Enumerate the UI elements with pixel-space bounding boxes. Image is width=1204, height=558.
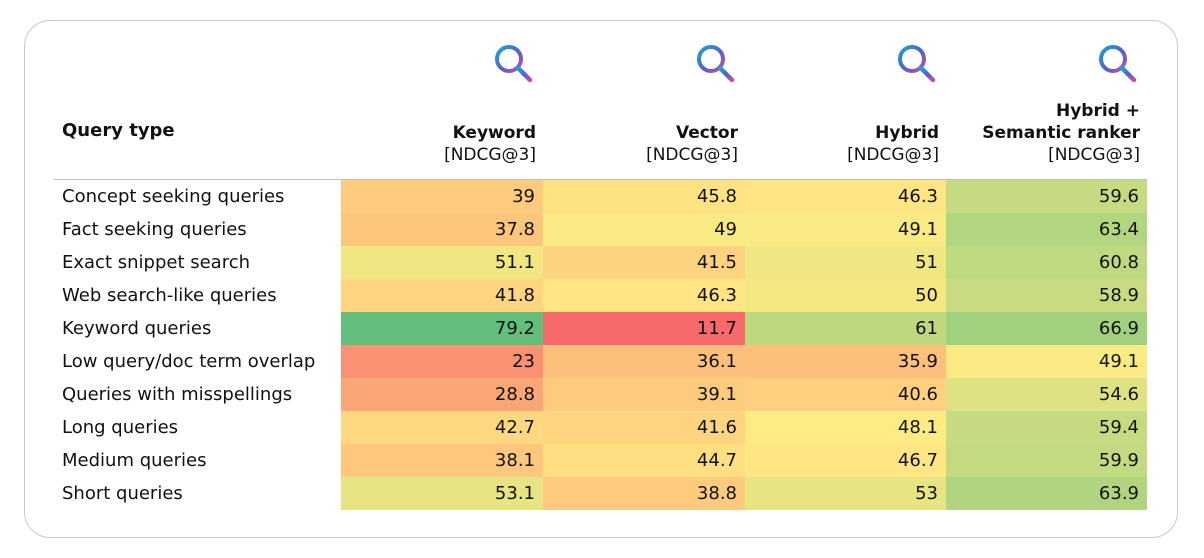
heatmap-cell: 58.9	[946, 279, 1147, 312]
column-header: Hybrid + Semantic ranker [NDCG@3]	[982, 100, 1140, 166]
row-label: Keyword queries	[62, 318, 212, 339]
heatmap-cell: 38.8	[543, 477, 745, 510]
row-label: Long queries	[62, 417, 179, 438]
heatmap-cell: 59.9	[946, 444, 1147, 477]
row-label: Fact seeking queries	[62, 219, 247, 240]
header-divider	[54, 179, 1147, 180]
row-label: Medium queries	[62, 450, 207, 471]
heatmap-cell: 51	[745, 246, 946, 279]
heatmap-cell: 41.5	[543, 246, 745, 279]
heatmap-cell: 46.3	[543, 279, 745, 312]
heatmap-cell: 48.1	[745, 411, 946, 444]
row-label: Concept seeking queries	[62, 186, 285, 207]
heatmap-cell: 54.6	[946, 378, 1147, 411]
heatmap-cell: 46.7	[745, 444, 946, 477]
heatmap-cell: 37.8	[341, 213, 543, 246]
column-header-line: [NDCG@3]	[847, 145, 939, 165]
row-label: Low query/doc term overlap	[62, 351, 316, 372]
search-icon	[1099, 45, 1137, 83]
heatmap-cell: 46.3	[745, 180, 946, 213]
column-header-line: [NDCG@3]	[444, 145, 536, 165]
heatmap-cell: 44.7	[543, 444, 745, 477]
heatmap-cell: 59.4	[946, 411, 1147, 444]
heatmap-cell: 39	[341, 180, 543, 213]
heatmap-cell: 35.9	[745, 345, 946, 378]
heatmap-cell: 60.8	[946, 246, 1147, 279]
row-label: Short queries	[62, 483, 183, 504]
column-header: Hybrid [NDCG@3]	[847, 122, 939, 166]
heatmap-cell: 38.1	[341, 444, 543, 477]
row-label: Exact snippet search	[62, 252, 251, 273]
heatmap-cell: 49	[543, 213, 745, 246]
heatmap-cell: 79.2	[341, 312, 543, 345]
column-header-line: [NDCG@3]	[1048, 145, 1140, 165]
heatmap-cell: 41.8	[341, 279, 543, 312]
row-header: Query type	[62, 120, 175, 141]
heatmap-cell: 42.7	[341, 411, 543, 444]
heatmap-cell: 11.7	[543, 312, 745, 345]
heatmap-cell: 59.6	[946, 180, 1147, 213]
column-header-line: [NDCG@3]	[646, 145, 738, 165]
heatmap-cell: 53.1	[341, 477, 543, 510]
heatmap-cell: 41.6	[543, 411, 745, 444]
column-header-line: Keyword	[452, 123, 536, 143]
row-label: Web search-like queries	[62, 285, 277, 306]
search-icon	[495, 45, 533, 83]
column-header-line: Hybrid +	[1055, 101, 1140, 121]
search-icon	[898, 45, 936, 83]
heatmap-cell: 51.1	[341, 246, 543, 279]
heatmap-cell: 50	[745, 279, 946, 312]
row-label: Queries with misspellings	[62, 384, 293, 405]
heatmap-cell: 53	[745, 477, 946, 510]
search-icon	[697, 45, 735, 83]
column-header-line: Vector	[675, 123, 738, 143]
column-header: Vector [NDCG@3]	[646, 122, 738, 166]
heatmap-cell: 40.6	[745, 378, 946, 411]
heatmap-cell: 39.1	[543, 378, 745, 411]
heatmap-cell: 28.8	[341, 378, 543, 411]
heatmap-cell: 23	[341, 345, 543, 378]
heatmap-cell: 36.1	[543, 345, 745, 378]
column-header-line: Hybrid	[875, 123, 939, 143]
column-header: Keyword [NDCG@3]	[444, 122, 536, 166]
heatmap-cell: 63.9	[946, 477, 1147, 510]
heatmap-cell: 45.8	[543, 180, 745, 213]
column-header-line: Semantic ranker	[982, 123, 1140, 143]
heatmap-cell: 49.1	[946, 345, 1147, 378]
heatmap-cell: 49.1	[745, 213, 946, 246]
heatmap-cell: 63.4	[946, 213, 1147, 246]
heatmap-cell: 66.9	[946, 312, 1147, 345]
heatmap-cell: 61	[745, 312, 946, 345]
